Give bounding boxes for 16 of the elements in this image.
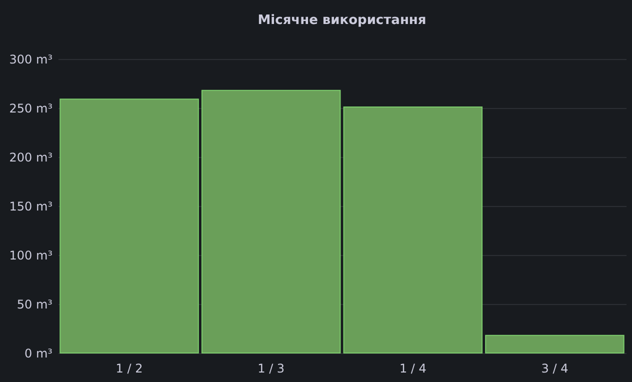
- x-tick-label: 1 / 3: [258, 362, 285, 376]
- x-tick-label: 1 / 2: [116, 362, 143, 376]
- x-tick-label: 3 / 4: [541, 362, 568, 376]
- y-tick-label: 250 m³: [9, 102, 53, 116]
- y-tick-label: 50 m³: [16, 298, 53, 312]
- bar: [201, 90, 341, 354]
- bar: [343, 106, 483, 354]
- y-tick-label: 300 m³: [9, 52, 53, 66]
- y-tick-label: 150 m³: [9, 200, 53, 214]
- x-tick-label: 1 / 4: [399, 362, 426, 376]
- y-tick-label: 0 m³: [24, 346, 53, 360]
- bar: [60, 98, 199, 354]
- bar: [485, 334, 624, 354]
- y-tick-label: 100 m³: [9, 248, 53, 262]
- chart-title: Місячне використання: [258, 13, 426, 28]
- y-tick-label: 200 m³: [9, 150, 53, 164]
